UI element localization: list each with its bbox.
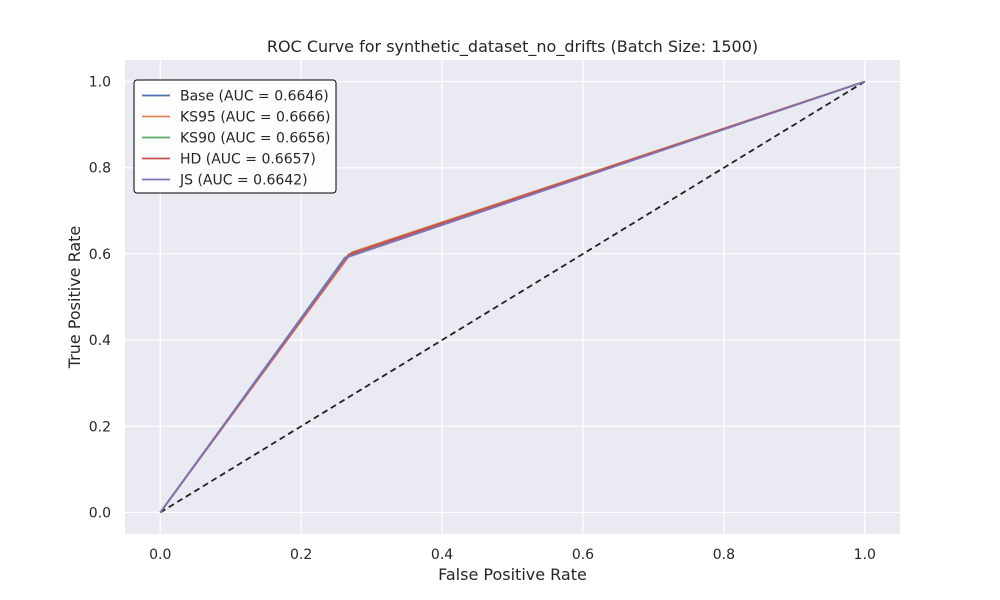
legend-entry: KS90 (AUC = 0.6656) (180, 131, 330, 147)
x-tick-label: 0.0 (149, 547, 171, 563)
y-tick-label: 1.0 (89, 75, 111, 91)
x-tick-label: 0.4 (431, 547, 453, 563)
legend-entry: HD (AUC = 0.6657) (180, 152, 316, 168)
legend-entry: KS95 (AUC = 0.6666) (180, 110, 330, 126)
x-tick-label: 0.8 (713, 547, 735, 563)
x-tick-label: 0.6 (572, 547, 594, 563)
random-classifier-line (159, 80, 866, 514)
y-tick-label: 0.8 (89, 161, 111, 177)
legend-box (133, 79, 337, 194)
x-tick-label: 1.0 (854, 547, 876, 563)
grid-lines (125, 60, 900, 534)
legend-entry: Base (AUC = 0.6646) (180, 89, 329, 105)
x-tick-label: 0.2 (290, 547, 312, 563)
reference-diagonal (159, 80, 866, 514)
y-tick-label: 0.4 (89, 333, 111, 349)
legend: Base (AUC = 0.6646) KS95 (AUC = 0.6666) KS… (133, 79, 337, 194)
y-tick-label: 0.2 (89, 419, 111, 435)
series-line (159, 80, 866, 513)
y-tick-labels: 0.0 0.2 0.4 0.6 0.8 1.0 (89, 75, 111, 522)
y-axis-label: True Positive Rate (65, 226, 84, 370)
y-tick-label: 0.0 (89, 505, 111, 521)
y-tick-label: 0.6 (89, 247, 111, 263)
series-lines (159, 80, 866, 513)
x-tick-labels: 0.0 0.2 0.4 0.6 0.8 1.0 (149, 547, 876, 563)
x-axis-label: False Positive Rate (438, 565, 587, 584)
chart-title: ROC Curve for synthetic_dataset_no_drift… (267, 37, 758, 57)
legend-entry: JS (AUC = 0.6642) (179, 173, 308, 189)
